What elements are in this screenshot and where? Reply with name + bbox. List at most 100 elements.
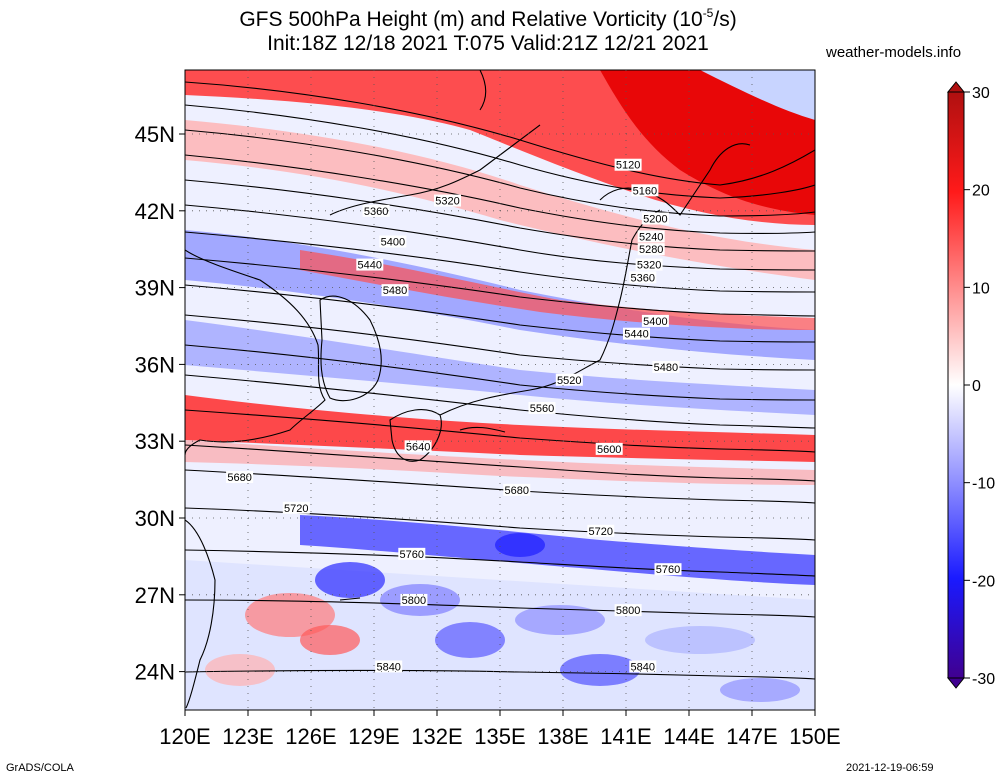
contour-label-bg xyxy=(404,440,432,453)
contour-label: 5360 xyxy=(364,206,388,218)
x-tick-label: 147E xyxy=(726,724,777,749)
contour-label-bg xyxy=(629,660,657,673)
contour-label: 5200 xyxy=(643,213,667,225)
contour-label: 5240 xyxy=(639,231,663,243)
contour-label: 5680 xyxy=(227,472,251,484)
contour-label-bg xyxy=(637,243,665,256)
y-tick-label: 39N xyxy=(135,276,175,301)
y-tick-label: 27N xyxy=(135,583,175,608)
contour-label: 5360 xyxy=(631,272,655,284)
map-title-line1: GFS 500hPa Height (m) and Relative Vorti… xyxy=(239,6,737,31)
contour-label: 5520 xyxy=(557,375,581,387)
contour-label-bg xyxy=(614,158,642,171)
contour-label: 5120 xyxy=(616,160,640,172)
contour-label-bg xyxy=(400,593,428,606)
contour-label-bg xyxy=(587,524,615,537)
contour-label: 5480 xyxy=(383,285,407,297)
x-tick-label: 138E xyxy=(537,724,588,749)
x-tick-label: 126E xyxy=(285,724,336,749)
contour-label: 5720 xyxy=(589,526,613,538)
contour-label: 5480 xyxy=(654,362,678,374)
contour-label-bg xyxy=(503,483,531,496)
contour-label-bg xyxy=(555,373,583,386)
colorbar-tick-label: -30 xyxy=(972,671,995,688)
contour-label: 5680 xyxy=(505,485,529,497)
x-tick-label: 141E xyxy=(600,724,651,749)
contour-label: 5320 xyxy=(435,196,459,208)
footer-timestamp: 2021-12-19-06:59 xyxy=(846,762,934,774)
x-axis: 120E 123E 126E 129E 132E 135E 138E 141E 144E 147E… xyxy=(159,710,841,749)
contour-label-bg xyxy=(595,442,623,455)
exponent: -5 xyxy=(702,6,714,20)
colorbar-tick-label: 20 xyxy=(972,183,990,200)
footer-software-label: GrADS/COLA xyxy=(6,762,74,774)
colorbar-bottom-arrow xyxy=(946,677,966,689)
contour-label: 5800 xyxy=(402,595,426,607)
contour-label: 5440 xyxy=(624,329,648,341)
contour-label-bg xyxy=(623,327,650,340)
contour-label: 5800 xyxy=(616,605,640,617)
colorbar-body xyxy=(947,91,965,679)
contour-label: 5760 xyxy=(400,549,424,561)
contour-label-bg xyxy=(528,401,556,414)
grid-lines xyxy=(185,70,815,710)
brand-label: weather-models.info xyxy=(826,44,962,61)
colorbar-tick-label: 10 xyxy=(972,280,990,297)
colorbar-tick-label: -10 xyxy=(972,476,995,493)
contour-label: 5320 xyxy=(637,260,661,272)
x-tick-label: 150E xyxy=(789,724,840,749)
contour-label: 5160 xyxy=(633,185,657,197)
colorbar-top-arrow xyxy=(946,81,966,93)
y-tick-label: 36N xyxy=(135,352,175,377)
map-title-line2: Init:18Z 12/18 2021 T:075 Valid:21Z 12/2… xyxy=(267,32,709,55)
x-tick-label: 129E xyxy=(348,724,399,749)
x-tick-label: 120E xyxy=(159,724,210,749)
contour-label: 5640 xyxy=(406,441,430,453)
coastlines xyxy=(185,70,751,709)
colorbar-tick-label: 0 xyxy=(972,378,981,395)
x-tick-label: 135E xyxy=(474,724,525,749)
contour-label-bg xyxy=(356,258,384,271)
contour-label: 5840 xyxy=(631,661,655,673)
contour-label: 5400 xyxy=(381,237,405,249)
contour-label-bg xyxy=(614,604,642,617)
contour-label-bg xyxy=(654,563,682,576)
contour-label: 5720 xyxy=(284,503,308,515)
contour-label: 5760 xyxy=(656,564,680,576)
contour-label-bg xyxy=(362,204,390,217)
contour-label-bg xyxy=(375,660,403,673)
y-axis: 24N 27N 30N 33N 36N 39N 42N 45N xyxy=(135,122,185,685)
colorbar-tick-label: -20 xyxy=(972,573,995,590)
y-tick-label: 24N xyxy=(135,660,175,685)
contour-label-bg xyxy=(635,258,663,271)
contour-label-bg xyxy=(641,212,669,225)
contour-label: 5280 xyxy=(639,244,663,256)
contour-label: 5440 xyxy=(358,260,382,272)
x-tick-label: 123E xyxy=(222,724,273,749)
x-tick-label: 144E xyxy=(663,724,714,749)
contour-label: 5840 xyxy=(376,661,400,673)
height-contours xyxy=(185,81,815,680)
y-tick-label: 45N xyxy=(135,122,175,147)
y-tick-label: 33N xyxy=(135,429,175,454)
y-tick-label: 42N xyxy=(135,199,175,224)
contour-label-bg xyxy=(434,194,461,207)
contour-label: 5400 xyxy=(643,316,667,328)
colorbar: 30 20 10 0 -10 -20 -30 xyxy=(946,81,995,689)
contour-label-bg xyxy=(398,547,426,560)
contour-label-bg xyxy=(637,230,665,243)
contour-label-bg xyxy=(629,271,657,284)
contour-label-bg xyxy=(282,501,310,514)
contour-label-bg xyxy=(652,360,680,373)
contour-label: 5560 xyxy=(530,403,554,415)
contour-label-bg xyxy=(226,471,254,484)
contour-label: 5600 xyxy=(597,444,621,456)
contour-label-bg xyxy=(631,184,659,197)
contour-label-bg xyxy=(379,235,407,248)
contour-labels: 5120516052005240528053205360532053605400… xyxy=(226,158,682,673)
contour-label-bg xyxy=(641,314,669,327)
x-tick-label: 132E xyxy=(411,724,462,749)
contour-label-bg xyxy=(381,284,409,297)
y-tick-label: 30N xyxy=(135,506,175,531)
